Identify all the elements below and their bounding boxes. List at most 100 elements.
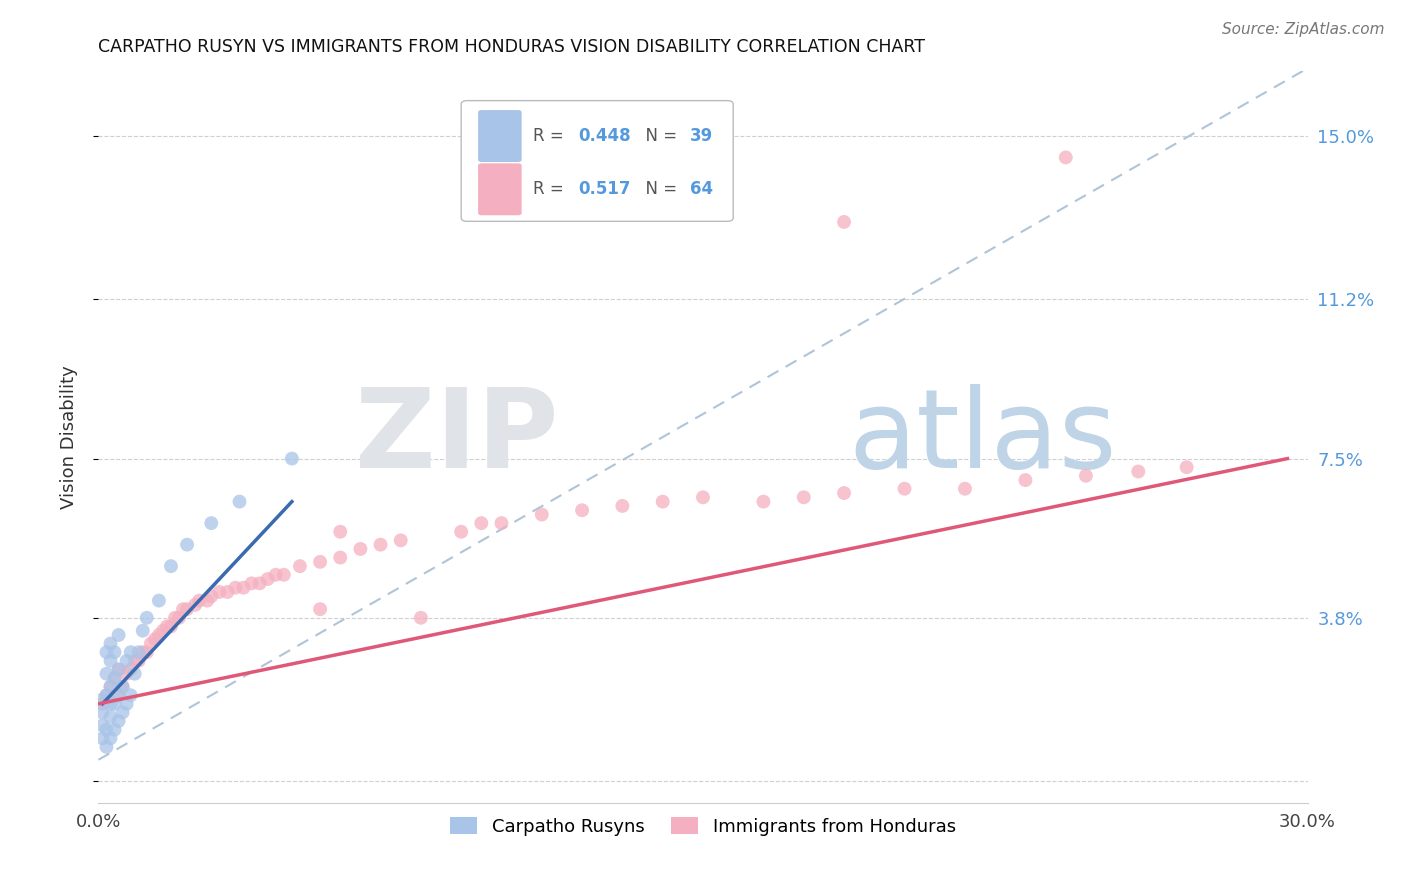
Point xyxy=(349,541,371,556)
Point xyxy=(120,645,142,659)
Point xyxy=(91,697,114,711)
Point xyxy=(107,688,129,702)
Point xyxy=(273,567,295,582)
Point xyxy=(111,680,134,694)
Point xyxy=(224,581,246,595)
Text: 64: 64 xyxy=(690,180,713,198)
Point xyxy=(208,585,231,599)
Point xyxy=(571,503,593,517)
Point xyxy=(1175,460,1198,475)
Y-axis label: Vision Disability: Vision Disability xyxy=(59,365,77,509)
Point xyxy=(530,508,553,522)
Point xyxy=(124,654,146,668)
Point xyxy=(240,576,263,591)
Point xyxy=(309,555,332,569)
Point xyxy=(107,628,129,642)
Point xyxy=(752,494,775,508)
Text: R =: R = xyxy=(533,180,568,198)
Point xyxy=(135,645,157,659)
Text: N =: N = xyxy=(636,127,683,145)
Point xyxy=(100,654,122,668)
Point xyxy=(195,593,218,607)
Point xyxy=(329,524,352,539)
Point xyxy=(953,482,976,496)
Point xyxy=(96,723,118,737)
Point xyxy=(120,662,142,676)
Point xyxy=(228,494,250,508)
Point xyxy=(103,697,125,711)
Point xyxy=(200,589,222,603)
Point xyxy=(184,598,207,612)
Point xyxy=(132,645,155,659)
Point xyxy=(100,731,122,746)
Point xyxy=(176,538,198,552)
Point xyxy=(107,688,129,702)
Point xyxy=(200,516,222,530)
Point xyxy=(1054,150,1077,164)
Point xyxy=(160,619,183,633)
Point xyxy=(370,538,392,552)
Point xyxy=(188,593,211,607)
Point xyxy=(329,550,352,565)
Point xyxy=(96,688,118,702)
Point xyxy=(176,602,198,616)
Point xyxy=(100,680,122,694)
Point xyxy=(96,739,118,754)
Point xyxy=(107,662,129,676)
Point xyxy=(111,680,134,694)
Point xyxy=(107,714,129,728)
Point xyxy=(103,645,125,659)
Point xyxy=(107,662,129,676)
Point xyxy=(91,706,114,720)
Point xyxy=(91,692,114,706)
Point xyxy=(389,533,412,548)
Point xyxy=(163,611,186,625)
Point xyxy=(115,654,138,668)
Point xyxy=(409,611,432,625)
Point xyxy=(124,666,146,681)
FancyBboxPatch shape xyxy=(478,110,522,162)
Point xyxy=(115,666,138,681)
Point xyxy=(96,688,118,702)
Point xyxy=(1074,468,1097,483)
Point xyxy=(281,451,304,466)
Point xyxy=(100,697,122,711)
Text: 39: 39 xyxy=(690,127,713,145)
Text: ZIP: ZIP xyxy=(354,384,558,491)
Point xyxy=(156,619,179,633)
Point xyxy=(128,654,150,668)
Point xyxy=(111,706,134,720)
Point xyxy=(309,602,332,616)
Point xyxy=(692,491,714,505)
Point xyxy=(832,215,855,229)
Point xyxy=(256,572,278,586)
Point xyxy=(152,624,174,638)
Point xyxy=(249,576,271,591)
Point xyxy=(288,559,311,574)
Point xyxy=(132,624,155,638)
Point xyxy=(135,611,157,625)
Point xyxy=(1014,473,1036,487)
Point xyxy=(1128,465,1150,479)
Text: R =: R = xyxy=(533,127,568,145)
Point xyxy=(96,666,118,681)
Legend: Carpatho Rusyns, Immigrants from Honduras: Carpatho Rusyns, Immigrants from Hondura… xyxy=(441,808,965,845)
Point xyxy=(120,688,142,702)
Text: Source: ZipAtlas.com: Source: ZipAtlas.com xyxy=(1222,22,1385,37)
FancyBboxPatch shape xyxy=(478,163,522,215)
Point xyxy=(651,494,673,508)
Text: atlas: atlas xyxy=(848,384,1116,491)
Point xyxy=(115,697,138,711)
Point xyxy=(103,671,125,685)
Point xyxy=(148,593,170,607)
Point xyxy=(91,731,114,746)
Point xyxy=(793,491,815,505)
Text: CARPATHO RUSYN VS IMMIGRANTS FROM HONDURAS VISION DISABILITY CORRELATION CHART: CARPATHO RUSYN VS IMMIGRANTS FROM HONDUR… xyxy=(98,38,925,56)
Point xyxy=(167,611,190,625)
Point xyxy=(160,559,183,574)
Text: 0.448: 0.448 xyxy=(578,127,631,145)
Point xyxy=(232,581,254,595)
Point xyxy=(832,486,855,500)
Point xyxy=(139,637,162,651)
Text: N =: N = xyxy=(636,180,683,198)
